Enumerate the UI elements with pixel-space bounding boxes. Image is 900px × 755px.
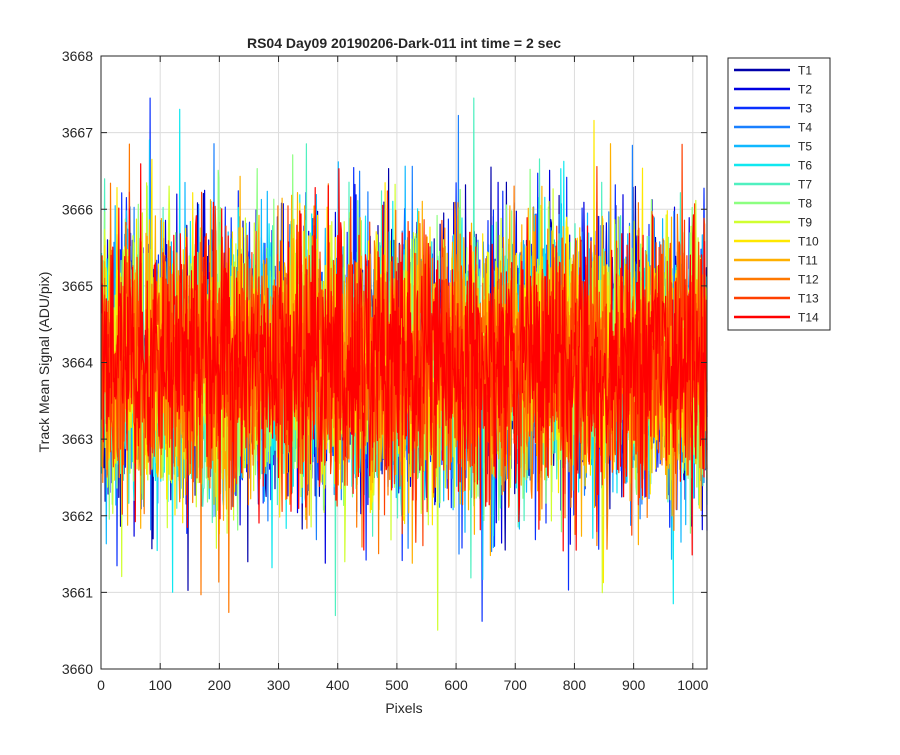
legend-entry-t4[interactable]: T4 xyxy=(734,121,812,135)
x-tick-label: 700 xyxy=(504,677,528,693)
legend-entry-t8[interactable]: T8 xyxy=(734,197,812,211)
x-tick-label: 300 xyxy=(267,677,291,693)
series-line-t13 xyxy=(101,143,708,547)
legend[interactable]: T1 T2 T3 T4 T5 T6 T7 T8 T9 T10 T11 T12 T13 T14 xyxy=(727,57,831,331)
y-tick-label: 3668 xyxy=(62,48,93,64)
chart-title: RS04 Day09 20190206-Dark-011 int time = … xyxy=(247,35,561,51)
legend-label: T10 xyxy=(798,235,819,249)
legend-entry-t9[interactable]: T9 xyxy=(734,216,812,230)
legend-label: T12 xyxy=(798,273,819,287)
legend-entry-t10[interactable]: T10 xyxy=(734,235,819,249)
legend-label: T8 xyxy=(798,197,812,211)
y-tick-label: 3665 xyxy=(62,278,93,294)
x-tick-label: 900 xyxy=(622,677,646,693)
legend-label: T9 xyxy=(798,216,812,230)
legend-label: T4 xyxy=(798,121,812,135)
series-line-t14 xyxy=(101,163,708,556)
legend-label: T6 xyxy=(798,159,812,173)
y-tick-label: 3664 xyxy=(62,355,93,371)
x-tick-label: 800 xyxy=(563,677,587,693)
series-layer xyxy=(101,97,708,631)
y-tick-label: 3667 xyxy=(62,125,93,141)
x-axis-label: Pixels xyxy=(385,700,422,716)
x-tick-label: 500 xyxy=(385,677,409,693)
legend-label: T14 xyxy=(798,311,819,325)
legend-entry-t3[interactable]: T3 xyxy=(734,102,812,116)
legend-entry-t6[interactable]: T6 xyxy=(734,159,812,173)
y-tick-label: 3662 xyxy=(62,508,93,524)
x-tick-label: 400 xyxy=(326,677,350,693)
legend-label: T1 xyxy=(798,64,812,78)
legend-label: T7 xyxy=(798,178,812,192)
y-tick-label: 3660 xyxy=(62,661,93,677)
x-tick-label: 0 xyxy=(97,677,105,693)
ticks xyxy=(100,55,707,670)
legend-entry-t14[interactable]: T14 xyxy=(734,311,819,325)
legend-label: T2 xyxy=(798,83,812,97)
x-tick-label: 1000 xyxy=(677,677,708,693)
legend-entry-t11[interactable]: T11 xyxy=(734,254,818,268)
legend-label: T13 xyxy=(798,292,819,306)
y-tick-label: 3661 xyxy=(62,584,93,600)
x-tick-label: 100 xyxy=(149,677,173,693)
legend-entry-t2[interactable]: T2 xyxy=(734,83,812,97)
x-tick-label: 200 xyxy=(208,677,232,693)
x-tick-label: 600 xyxy=(444,677,468,693)
legend-label: T3 xyxy=(798,102,812,116)
legend-box xyxy=(727,57,831,331)
legend-entry-t13[interactable]: T13 xyxy=(734,292,819,306)
legend-entry-t5[interactable]: T5 xyxy=(734,140,812,154)
legend-entry-t7[interactable]: T7 xyxy=(734,178,812,192)
y-tick-label: 3666 xyxy=(62,201,93,217)
tick-labels: 0 100 200 300 400 500 600 700 800 900 1000 3660 3661… xyxy=(62,48,709,693)
y-axis-label: Track Mean Signal (ADU/pix) xyxy=(36,272,52,453)
legend-label: T5 xyxy=(798,140,812,154)
legend-entry-t1[interactable]: T1 xyxy=(734,64,812,78)
legend-entry-t12[interactable]: T12 xyxy=(734,273,819,287)
legend-label: T11 xyxy=(798,254,818,268)
y-tick-label: 3663 xyxy=(62,431,93,447)
